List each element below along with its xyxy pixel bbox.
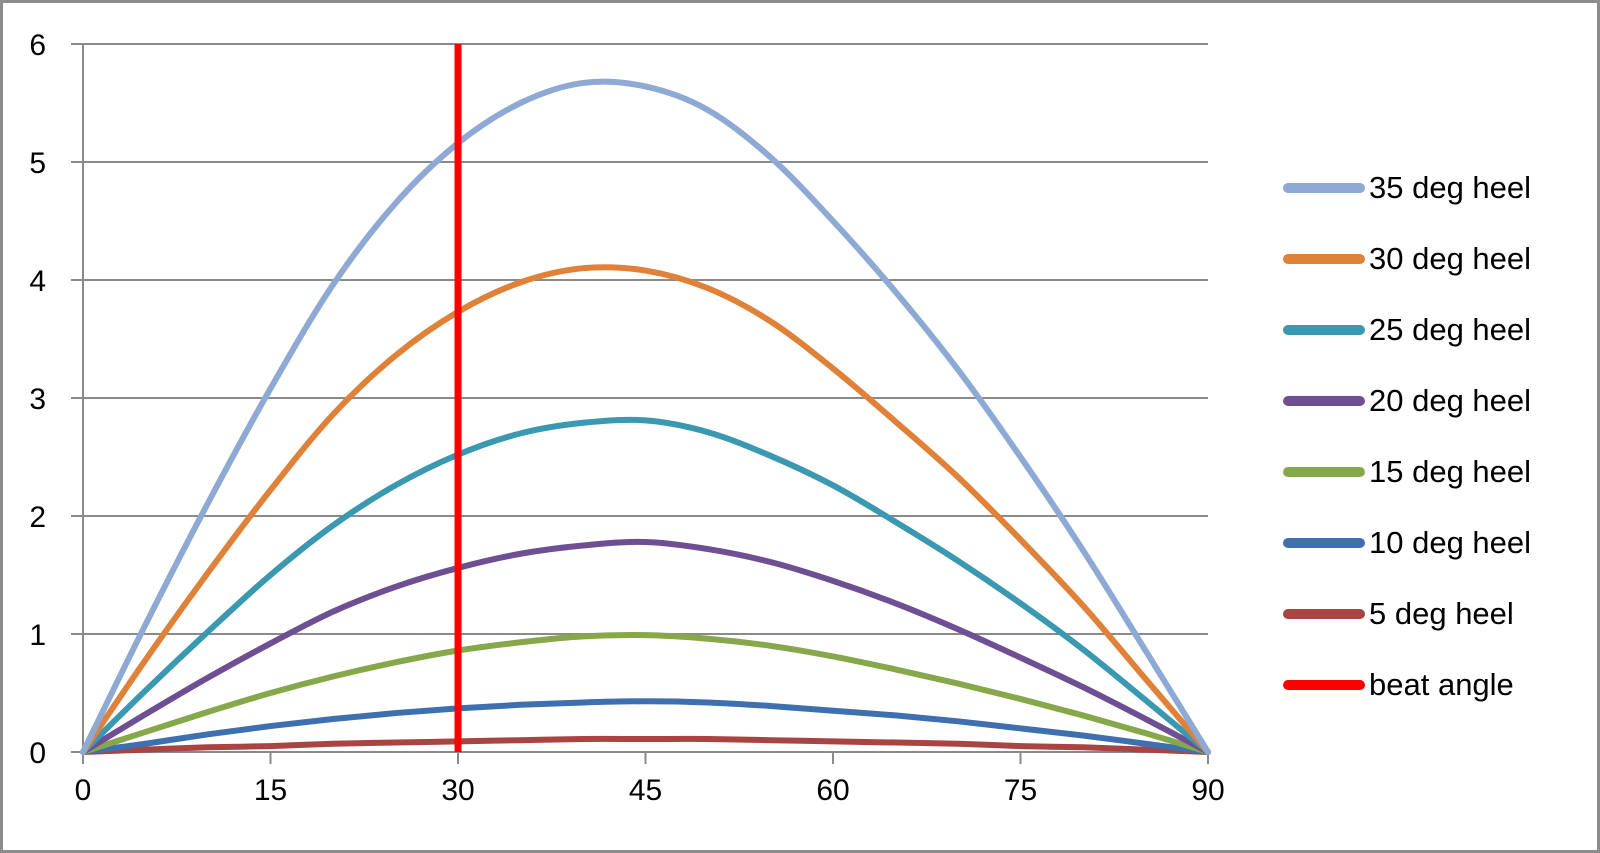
gridlines xyxy=(71,43,1208,753)
x-tick-label: 15 xyxy=(254,774,287,807)
legend-item-30-deg-heel: 30 deg heel xyxy=(1283,223,1531,294)
x-axis-tick-labels: 0 15 30 45 60 75 90 xyxy=(75,774,1225,807)
x-tick-label: 0 xyxy=(75,774,92,807)
legend-label: beat angle xyxy=(1369,666,1514,702)
x-tick-label: 30 xyxy=(441,774,474,807)
series-5-deg-heel xyxy=(80,735,1211,755)
legend-label: 5 deg heel xyxy=(1369,595,1514,631)
legend-label: 20 deg heel xyxy=(1369,382,1532,418)
y-tick-label: 4 xyxy=(29,265,46,298)
legend-label: 10 deg heel xyxy=(1369,524,1532,560)
data-series xyxy=(80,44,1211,755)
legend-label: 35 deg heel xyxy=(1369,169,1532,205)
x-tick-label: 75 xyxy=(1004,774,1037,807)
series-25-deg-heel xyxy=(80,416,1211,755)
legend-swatch-icon xyxy=(1283,253,1365,264)
y-tick-label: 2 xyxy=(29,501,46,534)
legend-item-20-deg-heel: 20 deg heel xyxy=(1283,365,1531,436)
series-20-deg-heel xyxy=(80,538,1211,755)
legend-item-5-deg-heel: 5 deg heel xyxy=(1283,578,1531,649)
legend-item-10-deg-heel: 10 deg heel xyxy=(1283,507,1531,578)
legend-label: 15 deg heel xyxy=(1369,453,1532,489)
series-15-deg-heel xyxy=(80,632,1211,755)
x-tick-label: 90 xyxy=(1191,774,1224,807)
legend-swatch-icon xyxy=(1283,537,1365,548)
legend-swatch-icon xyxy=(1283,466,1365,477)
legend-item-beat-angle: beat angle xyxy=(1283,649,1531,720)
series-30-deg-heel xyxy=(80,264,1211,755)
legend-swatch-icon xyxy=(1283,395,1365,406)
legend-item-15-deg-heel: 15 deg heel xyxy=(1283,436,1531,507)
y-tick-label: 5 xyxy=(29,147,46,180)
legend-swatch-icon xyxy=(1283,182,1365,193)
series-35-deg-heel xyxy=(80,78,1211,755)
legend-item-25-deg-heel: 25 deg heel xyxy=(1283,294,1531,365)
x-tick-label: 45 xyxy=(629,774,662,807)
y-axis-tick-labels: 0 1 2 3 4 5 6 xyxy=(29,29,46,770)
legend-item-35-deg-heel: 35 deg heel xyxy=(1283,152,1531,223)
y-tick-label: 6 xyxy=(29,29,46,62)
x-tick-label: 60 xyxy=(816,774,849,807)
series-10-deg-heel xyxy=(80,698,1211,755)
y-tick-label: 1 xyxy=(29,619,46,652)
legend-swatch-icon xyxy=(1283,679,1365,690)
legend: 35 deg heel 30 deg heel 25 deg heel 20 d… xyxy=(1283,152,1531,720)
legend-label: 25 deg heel xyxy=(1369,311,1532,347)
legend-swatch-icon xyxy=(1283,324,1365,335)
legend-swatch-icon xyxy=(1283,608,1365,619)
legend-label: 30 deg heel xyxy=(1369,240,1532,276)
y-tick-label: 3 xyxy=(29,383,46,416)
y-tick-label: 0 xyxy=(29,737,46,770)
